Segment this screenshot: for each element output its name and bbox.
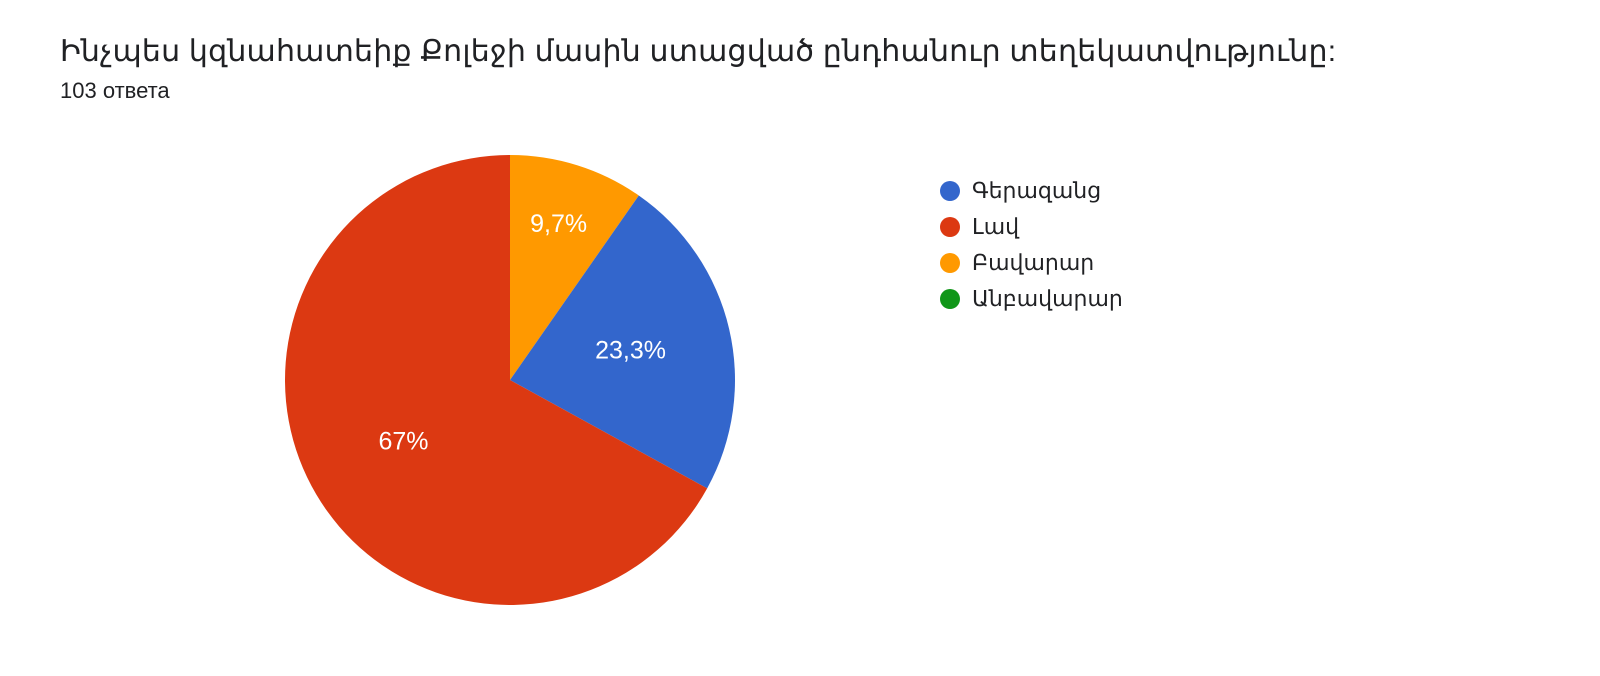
pie-slice-label: 9,7% bbox=[530, 210, 587, 238]
chart-subtitle: 103 ответа bbox=[60, 78, 170, 104]
legend-swatch bbox=[940, 253, 960, 273]
pie-chart: 9,7% 23,3% 67% bbox=[280, 150, 740, 610]
legend-label: Լավ bbox=[972, 214, 1019, 240]
legend-swatch bbox=[940, 217, 960, 237]
legend-item: Անբավարար bbox=[940, 284, 1123, 314]
pie-slice-label: 67% bbox=[378, 428, 428, 456]
pie-slice-label: 23,3% bbox=[595, 336, 666, 364]
legend-label: Գերազանց bbox=[972, 178, 1101, 204]
chart-container: Ինչպես կզնահատեիք Քոլեջի մասին ստացված ը… bbox=[0, 0, 1600, 676]
chart-title: Ինչպես կզնահատեիք Քոլեջի մասին ստացված ը… bbox=[60, 34, 1336, 69]
legend: Գերազանց Լավ Բավարար Անբավարար bbox=[940, 176, 1123, 314]
legend-item: Գերազանց bbox=[940, 176, 1123, 206]
legend-swatch bbox=[940, 181, 960, 201]
legend-swatch bbox=[940, 289, 960, 309]
legend-label: Անբավարար bbox=[972, 286, 1123, 312]
legend-label: Բավարար bbox=[972, 250, 1094, 276]
legend-item: Լավ bbox=[940, 212, 1123, 242]
legend-item: Բավարար bbox=[940, 248, 1123, 278]
